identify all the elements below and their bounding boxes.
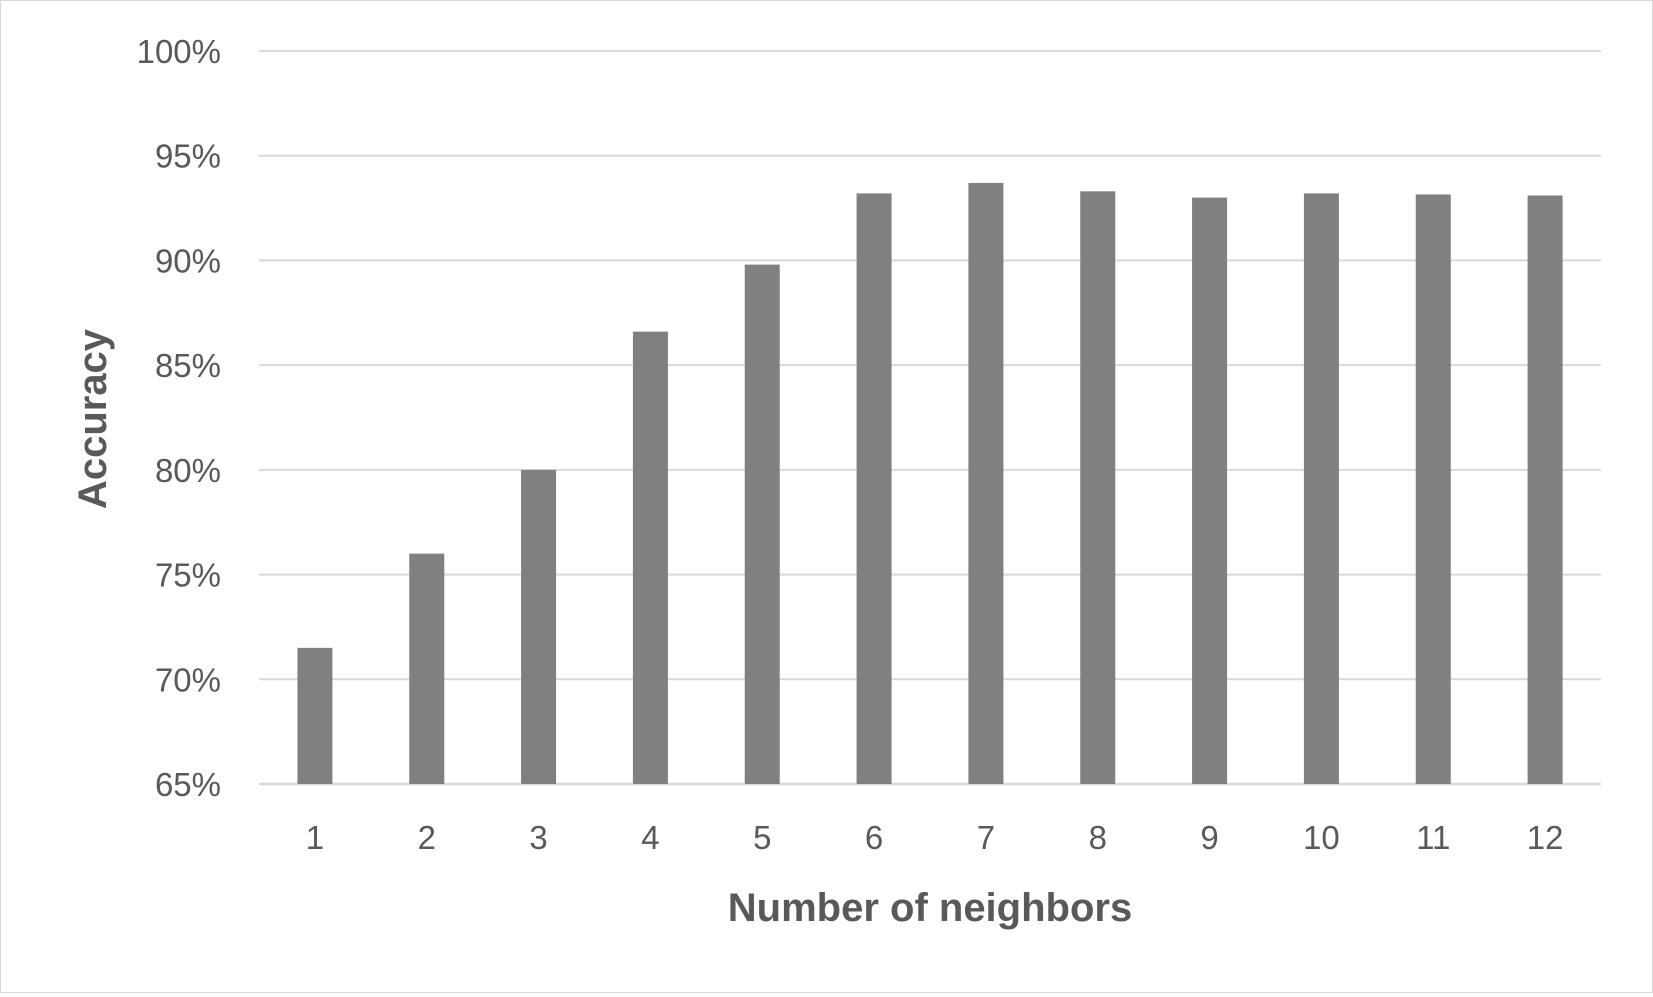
bar [1303,193,1339,784]
x-tick-label: 7 [977,819,995,856]
y-tick-label: 90% [155,242,221,279]
bar [1192,197,1228,785]
x-tick-label: 12 [1527,819,1564,856]
y-axis-tick-labels: 65% 70% 75% 80% 85% 90% 95% 100% [137,33,221,803]
x-tick-label: 8 [1089,819,1107,856]
bar [1415,194,1451,785]
y-tick-label: 70% [155,661,221,698]
x-axis-title: Number of neighbors [728,886,1132,930]
y-tick-label: 95% [155,138,221,175]
x-tick-label: 10 [1303,819,1340,856]
bar [297,647,333,784]
bar [521,469,557,784]
bar [409,553,445,784]
y-tick-label: 100% [137,33,221,70]
y-axis-title: Accuracy [71,328,115,509]
gridlines [259,50,1601,786]
bar [632,331,668,784]
y-tick-label: 65% [155,766,221,803]
y-tick-label: 80% [155,452,221,489]
x-tick-label: 1 [306,819,324,856]
bars [297,182,1563,785]
x-axis-tick-labels: 1 2 3 4 5 6 7 8 9 10 11 12 [306,819,1564,856]
bar [968,182,1004,784]
x-tick-label: 6 [865,819,883,856]
bar [1080,191,1116,784]
y-tick-label: 75% [155,557,221,594]
x-tick-label: 2 [418,819,436,856]
y-tick-label: 85% [155,347,221,384]
x-tick-label: 9 [1200,819,1218,856]
bar [744,264,780,784]
x-tick-label: 3 [529,819,547,856]
bar [856,193,892,784]
bar [1527,195,1563,784]
x-tick-label: 5 [753,819,771,856]
x-tick-label: 11 [1416,819,1450,856]
x-tick-label: 4 [641,819,659,856]
